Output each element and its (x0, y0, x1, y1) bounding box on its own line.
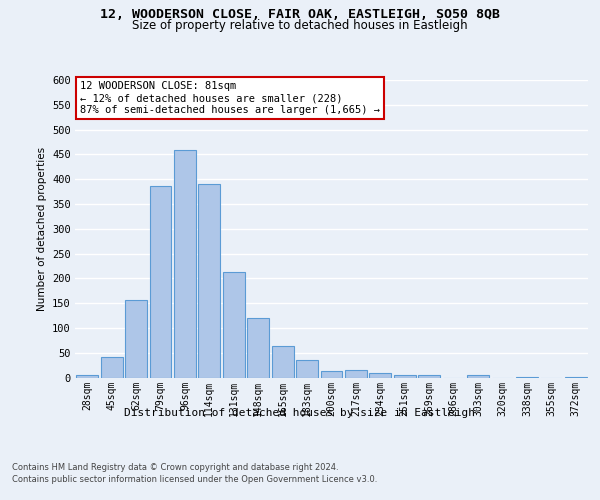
Bar (174, 150, 196, 378)
Bar (76, 375, 98, 378)
Y-axis label: Number of detached properties: Number of detached properties (37, 146, 47, 311)
Bar (394, 374, 416, 378)
Bar (418, 375, 440, 378)
Bar (125, 300, 147, 378)
Bar (345, 370, 367, 378)
Text: Contains public sector information licensed under the Open Government Licence v3: Contains public sector information licen… (12, 475, 377, 484)
Bar (149, 186, 172, 378)
Bar (199, 184, 220, 378)
Bar (370, 372, 391, 378)
Text: Size of property relative to detached houses in Eastleigh: Size of property relative to detached ho… (132, 19, 468, 32)
Bar (516, 376, 538, 378)
Text: 12, WOODERSON CLOSE, FAIR OAK, EASTLEIGH, SO50 8QB: 12, WOODERSON CLOSE, FAIR OAK, EASTLEIGH… (100, 8, 500, 20)
Bar (467, 375, 489, 378)
Bar (272, 346, 293, 378)
Bar (320, 370, 343, 378)
Bar (296, 360, 318, 378)
Text: Contains HM Land Registry data © Crown copyright and database right 2024.: Contains HM Land Registry data © Crown c… (12, 462, 338, 471)
Bar (223, 272, 245, 378)
Bar (101, 356, 122, 378)
Text: Distribution of detached houses by size in Eastleigh: Distribution of detached houses by size … (125, 408, 476, 418)
Bar (247, 318, 269, 378)
Text: 12 WOODERSON CLOSE: 81sqm
← 12% of detached houses are smaller (228)
87% of semi: 12 WOODERSON CLOSE: 81sqm ← 12% of detac… (80, 82, 380, 114)
